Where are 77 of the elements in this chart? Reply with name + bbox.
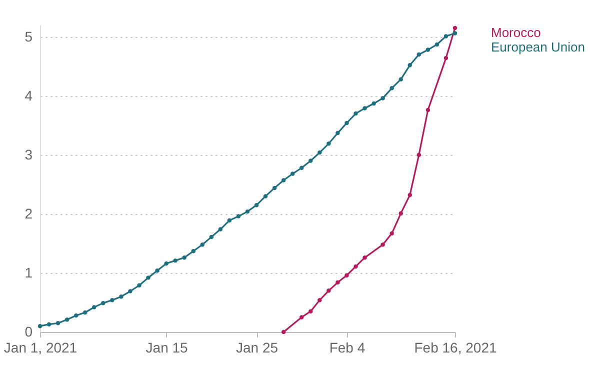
- point: [146, 276, 150, 280]
- point: [300, 315, 304, 320]
- point: [344, 120, 349, 126]
- point: [444, 56, 448, 60]
- point: [452, 26, 458, 30]
- point: [155, 268, 160, 273]
- point: [119, 294, 124, 299]
- point: [452, 31, 458, 36]
- point: [110, 298, 114, 302]
- point: [336, 280, 340, 285]
- point: [380, 242, 385, 247]
- point: [182, 255, 186, 260]
- point: [82, 310, 88, 315]
- point: [354, 264, 358, 269]
- point: [64, 317, 70, 322]
- point: [390, 86, 394, 90]
- point: [272, 186, 277, 190]
- point: [354, 111, 358, 116]
- point: [128, 289, 132, 294]
- point: [444, 34, 448, 38]
- point: [362, 255, 367, 260]
- point: [408, 192, 412, 198]
- point: [336, 130, 340, 136]
- point: [191, 249, 196, 254]
- text: European Union: [491, 39, 585, 54]
- point: [398, 211, 403, 216]
- point: [137, 283, 142, 288]
- point: [281, 330, 286, 334]
- point: [218, 227, 223, 232]
- y-tick-label: 1: [24, 264, 33, 280]
- point: [408, 63, 412, 68]
- point: [254, 202, 259, 208]
- point: [245, 209, 250, 214]
- point: [372, 101, 376, 106]
- point: [227, 218, 232, 223]
- x-tick-label: Jan 1, 2021: [4, 340, 78, 356]
- point: [344, 273, 349, 278]
- point: [281, 178, 286, 182]
- point: [416, 152, 422, 157]
- point: [308, 309, 313, 314]
- point: [74, 313, 78, 318]
- point: [200, 242, 205, 247]
- point: [164, 261, 168, 266]
- point: [426, 48, 430, 52]
- y-tick-label: 2: [24, 205, 33, 222]
- point: [318, 298, 322, 302]
- y-tick-label: 4: [24, 87, 33, 104]
- point: [173, 258, 178, 263]
- point: [398, 77, 403, 82]
- text: Morocco: [491, 24, 541, 40]
- point: [300, 166, 304, 170]
- x-tick-label: Jan 15: [146, 340, 188, 356]
- point: [209, 234, 214, 240]
- point: [362, 106, 367, 110]
- point: [236, 214, 241, 218]
- x-tick-label: Jan 25: [236, 340, 278, 356]
- point: [38, 324, 42, 328]
- point: [308, 158, 313, 163]
- x-tick-label: Feb 16, 2021: [414, 340, 497, 356]
- point: [318, 150, 322, 155]
- y-tick-label: 5: [24, 28, 33, 44]
- y-tick-label: 0: [24, 324, 33, 340]
- point: [426, 108, 430, 112]
- point: [290, 172, 295, 176]
- point: [390, 231, 394, 236]
- point: [380, 96, 385, 100]
- point: [56, 321, 60, 326]
- point: [92, 305, 96, 310]
- y-tick-label: 3: [24, 146, 33, 162]
- x-tick-label: Feb 4: [329, 340, 366, 356]
- point: [416, 52, 422, 57]
- point: [326, 142, 331, 146]
- point: [434, 42, 440, 47]
- point: [263, 194, 268, 198]
- point: [46, 322, 52, 326]
- point: [101, 300, 106, 306]
- point: [326, 288, 331, 293]
